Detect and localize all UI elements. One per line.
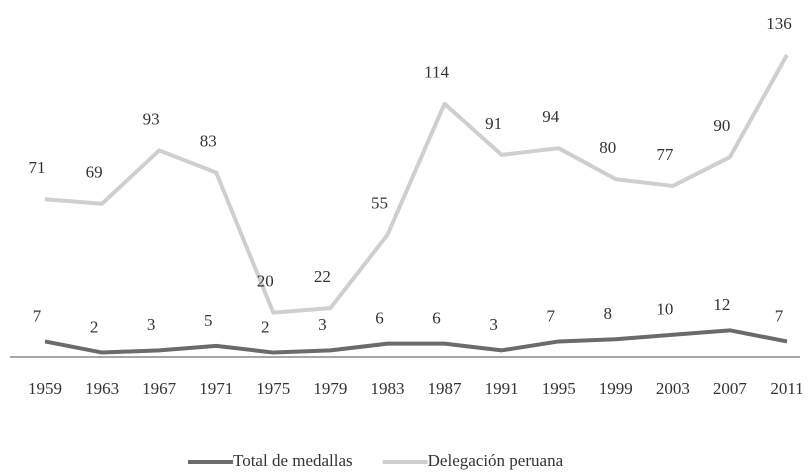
x-tick-label: 1975 [256, 379, 290, 398]
series-line [44, 328, 788, 355]
data-label: 80 [599, 138, 616, 157]
x-tick-label: 1999 [599, 379, 633, 398]
data-label: 91 [485, 114, 502, 133]
data-label: 20 [257, 271, 274, 290]
data-label: 7 [33, 306, 42, 325]
data-label: 77 [656, 145, 674, 164]
data-label: 12 [713, 295, 730, 314]
data-label: 136 [766, 14, 792, 33]
data-label: 83 [200, 132, 217, 151]
x-tick-label: 2011 [770, 379, 803, 398]
series-line [44, 53, 789, 315]
x-tick-label: 1991 [485, 379, 519, 398]
data-label: 3 [147, 315, 156, 334]
x-tick-label: 2003 [656, 379, 690, 398]
data-label: 90 [713, 116, 730, 135]
data-label: 8 [604, 304, 613, 323]
data-label: 2 [261, 317, 270, 336]
x-tick-label: 1979 [313, 379, 347, 398]
data-label: 6 [375, 309, 384, 328]
data-label: 22 [314, 267, 331, 286]
x-tick-label: 1995 [542, 379, 576, 398]
x-tick-label: 1959 [28, 379, 62, 398]
x-tick-label: 2007 [713, 379, 748, 398]
data-label: 2 [90, 317, 99, 336]
x-tick-label: 1967 [142, 379, 177, 398]
x-tick-label: 1963 [85, 379, 119, 398]
data-label: 69 [86, 163, 103, 182]
data-label: 55 [371, 194, 388, 213]
legend-label: Total de medallas [233, 451, 353, 470]
data-label: 3 [318, 315, 327, 334]
data-label: 3 [489, 315, 498, 334]
x-tick-label: 1987 [428, 379, 463, 398]
data-label: 10 [656, 300, 673, 319]
data-label: 71 [29, 158, 46, 177]
data-label: 6 [432, 309, 441, 328]
x-tick-label: 1971 [199, 379, 233, 398]
data-label: 93 [143, 109, 160, 128]
data-label: 7 [775, 306, 784, 325]
data-label: 7 [546, 306, 555, 325]
data-label: 94 [542, 107, 560, 126]
x-tick-label: 1983 [370, 379, 404, 398]
data-label: 5 [204, 311, 213, 330]
legend-label: Delegación peruana [428, 451, 564, 470]
data-label: 114 [424, 63, 449, 82]
